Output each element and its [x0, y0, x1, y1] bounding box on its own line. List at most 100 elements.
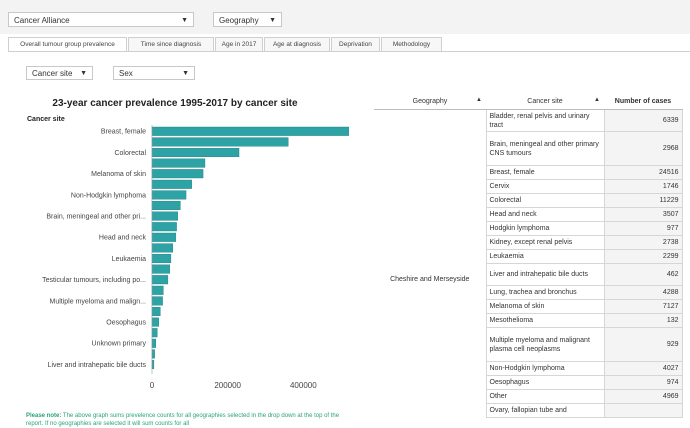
- cancer-site-cell: Multiple myeloma and malignant plasma ce…: [485, 327, 605, 362]
- bar[interactable]: [151, 296, 163, 306]
- bar[interactable]: [151, 275, 169, 285]
- bar[interactable]: [151, 190, 187, 200]
- bar[interactable]: [151, 306, 161, 316]
- cases-cell: 4288: [603, 285, 683, 300]
- cancer-site-cell: Non-Hodgkin lymphoma: [485, 361, 605, 376]
- cases-cell: 974: [603, 375, 683, 390]
- cancer-site-cell: Mesothelioma: [485, 313, 605, 328]
- bar[interactable]: [151, 148, 240, 158]
- cancer-site-cell: Kidney, except renal pelvis: [485, 235, 605, 250]
- category-label: Colorectal: [114, 150, 146, 157]
- category-label: Breast, female: [101, 129, 146, 136]
- cancer-site-cell: Oesophagus: [485, 375, 605, 390]
- cancer-site-filter-label: Cancer site: [32, 69, 73, 78]
- tab-label: Time since diagnosis: [140, 41, 202, 48]
- cases-cell: 24516: [603, 165, 683, 180]
- x-tick-label: 400000: [290, 381, 317, 390]
- cancer-site-cell: Other: [485, 389, 605, 404]
- footnote-text: The above graph sums prevelence counts f…: [26, 413, 340, 427]
- category-label: Melanoma of skin: [91, 171, 146, 178]
- sex-dropdown[interactable]: Sex ▼: [113, 66, 195, 80]
- category-label: Oesophagus: [106, 320, 146, 327]
- category-label: Unknown primary: [92, 341, 147, 348]
- x-tick-label: 200000: [214, 381, 241, 390]
- cases-cell: 7127: [603, 299, 683, 314]
- tab-overall[interactable]: Overall tumour group prevalence: [8, 37, 127, 51]
- category-label: Leukaemia: [112, 256, 146, 263]
- category-label: Brain, meningeal and other pri...: [46, 214, 146, 221]
- bar[interactable]: [151, 349, 155, 359]
- header-label: Cancer site: [527, 97, 563, 105]
- bar[interactable]: [151, 285, 164, 295]
- cancer-site-dropdown[interactable]: Cancer site ▼: [26, 66, 93, 80]
- table-row: Head and neck 3507: [374, 207, 683, 222]
- bar[interactable]: [151, 126, 349, 136]
- category-label: Non-Hodgkin lymphoma: [71, 192, 146, 199]
- cases-cell: 2738: [603, 235, 683, 250]
- cancer-site-cell: Brain, meningeal and other primary CNS t…: [485, 131, 605, 166]
- tab-age-at-diagnosis[interactable]: Age at diagnosis: [264, 37, 330, 51]
- bar[interactable]: [151, 317, 160, 327]
- geography-column-header[interactable]: Geography ▲: [374, 93, 486, 110]
- tab-label: Age at diagnosis: [272, 41, 322, 48]
- footnote-prefix: Please note:: [26, 413, 62, 419]
- table-row: Colorectal 11229: [374, 193, 683, 208]
- header-label: Geography: [412, 97, 448, 105]
- sort-icon: ▲: [594, 97, 600, 103]
- cancer-site-cell: Leukaemia: [485, 249, 605, 264]
- geography-dropdown[interactable]: Geography ▼: [213, 12, 282, 27]
- geography-cell: Cheshire and Merseyside: [390, 276, 470, 284]
- category-label: Liver and intrahepatic bile ducts: [48, 362, 147, 369]
- bar[interactable]: [151, 158, 206, 168]
- bar[interactable]: [151, 264, 170, 274]
- cases-cell: 977: [603, 221, 683, 236]
- cancer-alliance-dropdown[interactable]: Cancer Alliance ▼: [8, 12, 194, 27]
- bar[interactable]: [151, 222, 177, 232]
- cases-cell: 1746: [603, 179, 683, 194]
- bar[interactable]: [151, 211, 178, 221]
- tab-label: Methodology: [392, 41, 431, 48]
- footnote: Please note: The above graph sums prevel…: [26, 412, 356, 428]
- bar[interactable]: [151, 179, 192, 189]
- tab-label: Overall tumour group prevalence: [20, 41, 115, 48]
- table-row: Mesothelioma 132: [374, 313, 683, 328]
- tab-time-since-diagnosis[interactable]: Time since diagnosis: [128, 37, 214, 51]
- category-label: Head and neck: [99, 235, 147, 242]
- cancer-site-cell: Bladder, renal pelvis and urinary tract: [485, 109, 605, 132]
- tab-deprivation[interactable]: Deprivation: [331, 37, 380, 51]
- bar-chart: Breast, female Colorectal Melanoma of skin…: [42, 125, 349, 390]
- cases-cell: 462: [603, 263, 683, 286]
- cancer-site-cell: Breast, female: [485, 165, 605, 180]
- table-row: Liver and intrahepatic bile ducts 462: [374, 263, 683, 286]
- table-row: Brain, meningeal and other primary CNS t…: [374, 131, 683, 166]
- tab-age-2017[interactable]: Age in 2017: [215, 37, 263, 51]
- tab-methodology[interactable]: Methodology: [381, 37, 442, 51]
- cancer-site-cell: Colorectal: [485, 193, 605, 208]
- cases-cell: 2299: [603, 249, 683, 264]
- cases-column-header[interactable]: Number of cases: [604, 93, 682, 110]
- table-row: Ovary, fallopian tube and: [374, 403, 683, 418]
- bar[interactable]: [151, 137, 289, 147]
- cases-cell: 3507: [603, 207, 683, 222]
- bar[interactable]: [151, 338, 156, 348]
- cases-cell: 11229: [603, 193, 683, 208]
- geography-label: Geography: [219, 16, 259, 25]
- bar[interactable]: [151, 200, 181, 210]
- cases-cell: 4027: [603, 361, 683, 376]
- bar[interactable]: [151, 253, 172, 263]
- bar[interactable]: [151, 232, 177, 242]
- y-axis-label: Cancer site: [27, 116, 65, 123]
- cases-cell: 2968: [603, 131, 683, 166]
- chart-title: 23-year cancer prevalence 1995-2017 by c…: [52, 98, 298, 109]
- tab-label: Deprivation: [339, 41, 372, 48]
- bar[interactable]: [151, 328, 158, 338]
- cases-cell: 4969: [603, 389, 683, 404]
- chevron-down-icon: ▼: [182, 70, 189, 77]
- bar[interactable]: [151, 243, 174, 253]
- tab-divider: [8, 51, 690, 52]
- cases-cell: 6339: [603, 109, 683, 132]
- cancer-site-column-header[interactable]: Cancer site ▲: [486, 93, 604, 110]
- cancer-site-cell: Lung, trachea and bronchus: [485, 285, 605, 300]
- bar[interactable]: [151, 169, 204, 179]
- table-row: Melanoma of skin 7127: [374, 299, 683, 314]
